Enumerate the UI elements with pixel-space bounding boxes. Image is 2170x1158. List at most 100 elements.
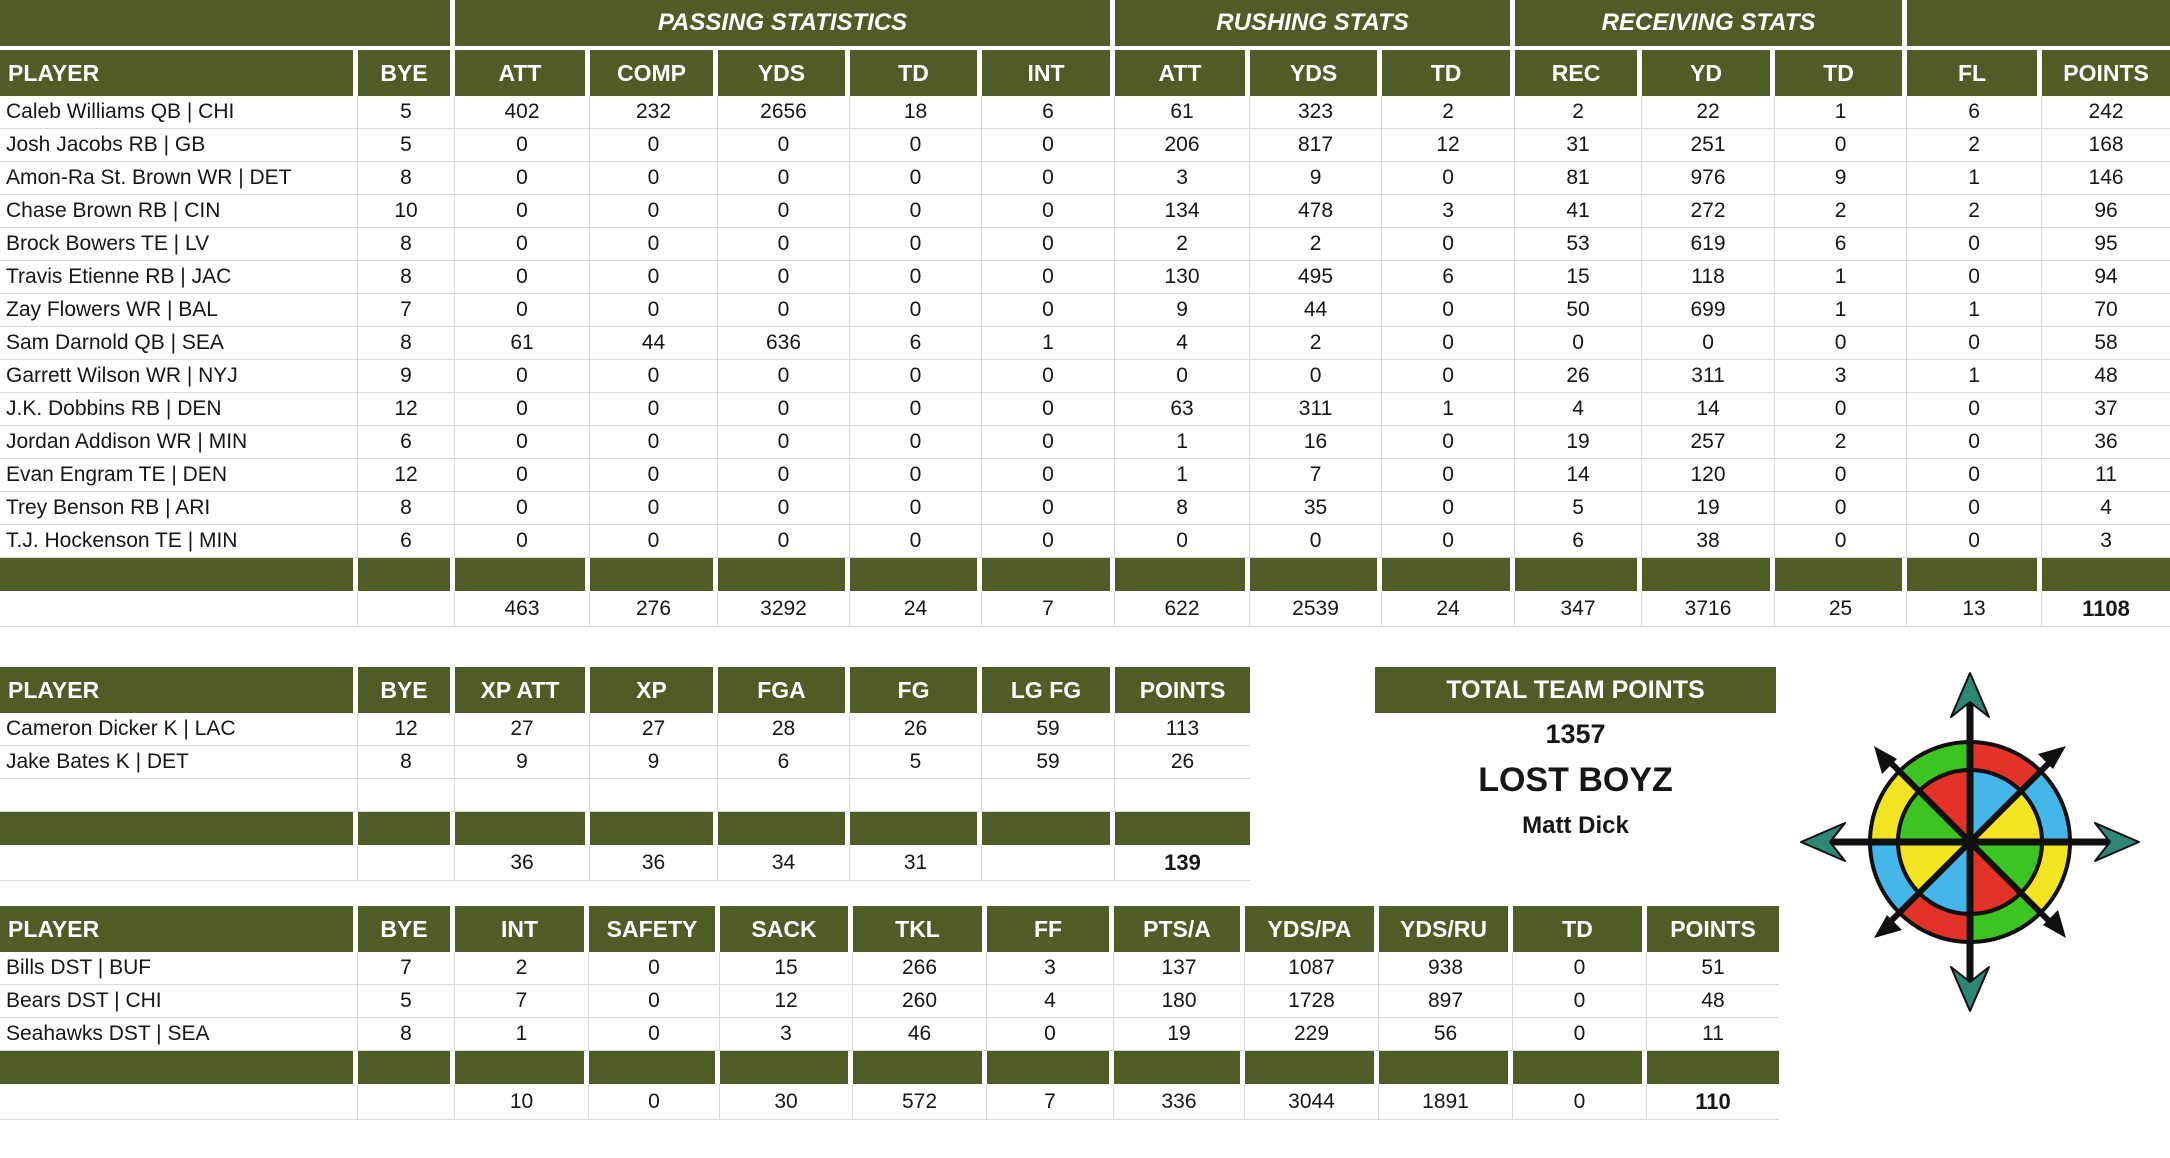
stat-cell[interactable] [455,779,590,812]
stat-cell[interactable]: 0 [987,1018,1114,1051]
stat-cell[interactable]: 6 [358,426,455,459]
stat-cell[interactable]: 1 [1382,393,1516,426]
stat-cell[interactable]: 0 [1907,228,2043,261]
stat-cell[interactable]: 0 [1382,426,1516,459]
stat-cell[interactable]: 134 [1115,195,1251,228]
stat-cell[interactable]: 35 [1250,492,1383,525]
stat-cell[interactable]: 0 [982,261,1116,294]
stat-cell[interactable]: 9 [590,746,718,779]
stat-cell[interactable]: 56 [1379,1018,1513,1051]
stat-cell[interactable]: 8 [1115,492,1251,525]
stat-cell[interactable]: 0 [455,492,590,525]
stat-cell[interactable]: 0 [1382,327,1516,360]
stat-cell[interactable]: 6 [1907,96,2043,129]
total-cell[interactable]: 3044 [1245,1084,1379,1120]
stat-cell[interactable]: 18 [850,96,982,129]
column-header[interactable]: POINTS [1115,667,1250,713]
stat-cell[interactable]: 0 [589,985,720,1018]
column-header[interactable]: BYE [358,667,455,713]
stat-cell[interactable]: 0 [718,261,850,294]
total-cell[interactable] [0,591,358,627]
column-header[interactable]: SACK [720,906,853,952]
stat-cell[interactable]: 260 [853,985,987,1018]
stat-cell[interactable]: 0 [982,492,1116,525]
stat-cell[interactable]: 0 [1382,459,1516,492]
stat-cell[interactable]: 0 [1907,492,2043,525]
stat-cell[interactable]: 0 [982,129,1116,162]
stat-cell[interactable]: 31 [1515,129,1643,162]
stat-cell[interactable]: 1 [1775,96,1908,129]
stat-cell[interactable]: 8 [358,746,455,779]
stat-cell[interactable]: 3 [1382,195,1516,228]
stat-cell[interactable]: 4 [1115,327,1251,360]
total-cell[interactable] [358,1084,455,1120]
stat-cell[interactable]: 0 [590,294,718,327]
column-header[interactable]: POINTS [2042,50,2170,96]
stat-cell[interactable]: 0 [589,1018,720,1051]
total-cell[interactable]: 36 [590,845,718,881]
stat-cell[interactable]: 0 [455,426,590,459]
group-header[interactable] [1907,0,2170,50]
stat-cell[interactable]: 0 [718,162,850,195]
player-cell[interactable]: Jake Bates K | DET [0,746,358,779]
stat-cell[interactable]: 0 [1907,393,2043,426]
stat-cell[interactable]: 2 [1115,228,1251,261]
total-cell[interactable]: 3716 [1642,591,1776,627]
stat-cell[interactable]: 0 [590,162,718,195]
group-header[interactable]: PASSING STATISTICS [455,0,1116,50]
stat-cell[interactable]: 15 [1515,261,1643,294]
stat-cell[interactable] [1115,779,1250,812]
stat-cell[interactable]: 8 [358,492,455,525]
stat-cell[interactable]: 0 [982,294,1116,327]
player-cell[interactable]: J.K. Dobbins RB | DEN [0,393,358,426]
stat-cell[interactable]: 2 [1382,96,1516,129]
stat-cell[interactable]: 0 [850,393,982,426]
stat-cell[interactable]: 0 [455,393,590,426]
player-cell[interactable]: Seahawks DST | SEA [0,1018,358,1051]
stat-cell[interactable]: 41 [1515,195,1643,228]
total-cell[interactable]: 0 [589,1084,720,1120]
stat-cell[interactable]: 2 [1907,129,2043,162]
stat-cell[interactable]: 0 [455,294,590,327]
stat-cell[interactable]: 61 [455,327,590,360]
stat-cell[interactable]: 272 [1642,195,1776,228]
stat-cell[interactable]: 12 [358,393,455,426]
stat-cell[interactable]: 0 [1775,129,1908,162]
stat-cell[interactable]: 0 [1513,1018,1647,1051]
stat-cell[interactable]: 5 [358,985,455,1018]
stat-cell[interactable]: 0 [1775,525,1908,558]
stat-cell[interactable]: 2 [1250,228,1383,261]
stat-cell[interactable]: 311 [1250,393,1383,426]
team-name[interactable]: LOST BOYZ [1478,761,1673,799]
stat-cell[interactable]: 0 [850,129,982,162]
stat-cell[interactable]: 0 [1775,492,1908,525]
column-header[interactable]: TKL [853,906,987,952]
stat-cell[interactable]: 0 [590,228,718,261]
stat-cell[interactable]: 0 [718,195,850,228]
player-cell[interactable]: Jordan Addison WR | MIN [0,426,358,459]
player-cell[interactable]: T.J. Hockenson TE | MIN [0,525,358,558]
column-header[interactable]: ATT [455,50,590,96]
stat-cell[interactable]: 232 [590,96,718,129]
stat-cell[interactable]: 130 [1115,261,1251,294]
stat-cell[interactable]: 0 [455,261,590,294]
stat-cell[interactable]: 22 [1642,96,1776,129]
column-header[interactable]: REC [1515,50,1643,96]
stat-cell[interactable]: 2 [1515,96,1643,129]
stat-cell[interactable]: 36 [2042,426,2170,459]
stat-cell[interactable]: 6 [1382,261,1516,294]
stat-cell[interactable]: 6 [1515,525,1643,558]
stat-cell[interactable]: 976 [1642,162,1776,195]
stat-cell[interactable]: 0 [1382,525,1516,558]
column-header[interactable]: BYE [358,906,455,952]
total-cell[interactable]: 13 [1907,591,2043,627]
stat-cell[interactable]: 53 [1515,228,1643,261]
total-cell[interactable] [358,591,455,627]
stat-cell[interactable]: 897 [1379,985,1513,1018]
group-header[interactable]: RECEIVING STATS [1515,0,1908,50]
stat-cell[interactable]: 10 [358,195,455,228]
stat-cell[interactable]: 0 [1382,492,1516,525]
stat-cell[interactable]: 495 [1250,261,1383,294]
stat-cell[interactable]: 0 [455,162,590,195]
stat-cell[interactable]: 0 [1382,360,1516,393]
